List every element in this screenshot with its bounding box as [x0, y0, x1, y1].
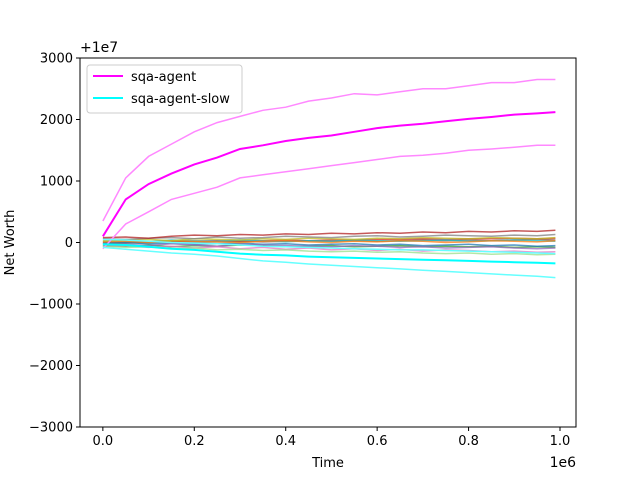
x-tick-label: 1.0 [550, 434, 571, 449]
series-line-sqa-agent [102, 111, 556, 237]
band-upper-sqa-agent [102, 78, 556, 222]
legend-label-sqa-agent: sqa-agent [131, 70, 196, 85]
series-line-sqa-agent-slow [102, 243, 556, 265]
legend-label-sqa-agent-slow: sqa-agent-slow [131, 92, 230, 107]
main-series-group [102, 111, 556, 265]
band-upper-sqa-agent-slow [102, 238, 556, 255]
y-tick-label: 0 [65, 236, 73, 251]
baseline-line-6 [102, 242, 556, 250]
y-tick-label: 2000 [40, 113, 73, 128]
x-offset-label: 1e6 [550, 455, 577, 471]
baseline-line-5 [102, 239, 556, 244]
x-tick-label: 0.4 [275, 434, 296, 449]
band-lower-sqa-agent [102, 144, 556, 250]
y-tick-label: −1000 [29, 298, 73, 313]
y-tick-label: 3000 [40, 52, 73, 67]
band-series-group [102, 78, 556, 279]
y-tick-label: −2000 [29, 359, 73, 374]
y-axis-ticks: −3000 −2000 −1000 0 1000 2000 3000 [29, 52, 80, 436]
baseline-series-group [102, 229, 556, 256]
x-tick-label: 0.8 [458, 434, 479, 449]
x-tick-label: 0.0 [93, 434, 114, 449]
y-tick-label: 1000 [40, 175, 73, 190]
y-axis-label: Net Worth [3, 210, 18, 276]
baseline-line-9 [102, 233, 556, 241]
x-tick-label: 0.6 [367, 434, 388, 449]
y-offset-label: +1e7 [80, 40, 118, 56]
band-lower-sqa-agent-slow [102, 246, 556, 279]
baseline-line-7 [102, 236, 556, 242]
x-tick-label: 0.2 [184, 434, 205, 449]
y-tick-label: −3000 [29, 421, 73, 436]
x-axis-label: Time [311, 456, 344, 471]
legend-box [86, 64, 243, 114]
baseline-line-10 [102, 229, 556, 239]
x-axis-ticks: 0.0 0.2 0.4 0.6 0.8 1.0 [93, 427, 571, 449]
legend: sqa-agent sqa-agent-slow [86, 64, 243, 114]
